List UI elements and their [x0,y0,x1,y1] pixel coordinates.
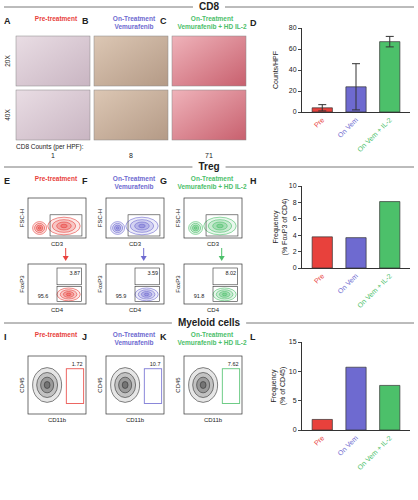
svg-text:CD4: CD4 [51,307,64,313]
svg-text:10.7: 10.7 [150,361,161,367]
svg-text:Pre-treatment: Pre-treatment [35,331,78,338]
svg-text:95.6: 95.6 [38,293,49,299]
svg-text:10: 10 [289,182,297,189]
svg-text:CD3: CD3 [129,241,142,247]
svg-text:3.59: 3.59 [147,270,158,276]
svg-text:CD45: CD45 [175,377,181,393]
svg-text:Pre: Pre [313,272,326,285]
svg-text:L: L [250,332,256,342]
svg-text:CD3: CD3 [207,241,220,247]
svg-text:FoxP3: FoxP3 [97,275,103,293]
svg-text:40X: 40X [4,109,11,121]
svg-text:On Vem + IL-2: On Vem + IL-2 [356,116,393,153]
svg-text:20: 20 [289,87,297,94]
svg-text:Frequency(% FoxP3 of CD4): Frequency(% FoxP3 of CD4) [272,199,289,256]
svg-text:Vemurafenib: Vemurafenib [114,23,153,30]
svg-text:D: D [250,18,257,28]
svg-text:40: 40 [289,66,297,73]
svg-text:Vemurafenib + HD IL-2: Vemurafenib + HD IL-2 [177,183,247,190]
svg-text:FSC-H: FSC-H [19,209,25,227]
svg-text:0: 0 [293,426,297,433]
svg-text:E: E [4,176,10,186]
svg-text:0: 0 [293,264,297,271]
svg-text:91.8: 91.8 [194,293,205,299]
svg-text:15: 15 [289,338,297,345]
svg-text:CD45: CD45 [97,377,103,393]
svg-text:Pre: Pre [313,434,326,447]
svg-text:Frequency(% of CD45): Frequency(% of CD45) [270,367,287,406]
svg-text:CD11b: CD11b [48,417,67,423]
svg-text:7.62: 7.62 [228,361,239,367]
svg-text:8: 8 [129,152,133,159]
svg-text:J: J [82,332,87,342]
svg-text:CD8 Counts (per HPF):: CD8 Counts (per HPF): [16,143,84,151]
svg-text:F: F [82,176,88,186]
svg-text:80: 80 [289,24,297,31]
svg-text:1.72: 1.72 [72,361,83,367]
svg-text:Pre-treatment: Pre-treatment [35,175,78,182]
svg-text:60: 60 [289,45,297,52]
svg-text:On Vem + IL-2: On Vem + IL-2 [356,434,393,471]
svg-text:On Vem: On Vem [336,272,359,295]
svg-text:On Vem + IL-2: On Vem + IL-2 [356,272,393,309]
svg-text:On Vem: On Vem [336,116,359,139]
svg-text:20X: 20X [4,55,11,67]
svg-text:I: I [4,332,7,342]
svg-text:FSC-H: FSC-H [97,209,103,227]
svg-text:A: A [4,16,11,26]
svg-text:5: 5 [293,397,297,404]
svg-text:K: K [160,332,167,342]
svg-text:FoxP3: FoxP3 [19,275,25,293]
svg-text:0: 0 [293,108,297,115]
svg-text:B: B [82,16,89,26]
svg-text:71: 71 [205,152,213,159]
svg-text:Pre-treatment: Pre-treatment [35,15,78,22]
svg-text:Vemurafenib + HD IL-2: Vemurafenib + HD IL-2 [177,339,247,346]
svg-text:On-Treatment: On-Treatment [113,175,156,182]
svg-text:4: 4 [293,232,297,239]
svg-text:Vemurafenib: Vemurafenib [114,183,153,190]
svg-text:1: 1 [51,152,55,159]
svg-text:10: 10 [289,368,297,375]
svg-text:CD45: CD45 [19,377,25,393]
svg-text:CD11b: CD11b [126,417,145,423]
svg-text:CD4: CD4 [207,307,220,313]
svg-text:H: H [250,176,257,186]
svg-text:On-Treatment: On-Treatment [113,15,156,22]
svg-text:8.02: 8.02 [225,270,236,276]
svg-text:Vemurafenib: Vemurafenib [114,339,153,346]
svg-text:CD3: CD3 [51,241,64,247]
svg-text:On Vem: On Vem [336,434,359,457]
svg-text:CD8: CD8 [199,1,219,12]
svg-text:On-Treatment: On-Treatment [191,15,234,22]
svg-text:C: C [160,16,167,26]
svg-text:3.87: 3.87 [69,270,80,276]
svg-text:On-Treatment: On-Treatment [191,175,234,182]
svg-text:6: 6 [293,215,297,222]
svg-text:95.9: 95.9 [116,293,127,299]
svg-text:On-Treatment: On-Treatment [113,331,156,338]
svg-text:CD4: CD4 [129,307,142,313]
svg-text:G: G [160,176,167,186]
svg-text:Treg: Treg [198,161,219,172]
svg-text:CD11b: CD11b [204,417,223,423]
svg-text:8: 8 [293,199,297,206]
svg-text:Vemurafenib + HD IL-2: Vemurafenib + HD IL-2 [177,23,247,30]
svg-text:FoxP3: FoxP3 [175,275,181,293]
svg-text:2: 2 [293,248,297,255]
svg-text:Pre: Pre [313,116,326,129]
svg-text:On-Treatment: On-Treatment [191,331,234,338]
svg-text:Myeloid cells: Myeloid cells [178,317,241,328]
svg-text:FSC-H: FSC-H [175,209,181,227]
svg-text:Counts/HPF: Counts/HPF [272,51,279,89]
